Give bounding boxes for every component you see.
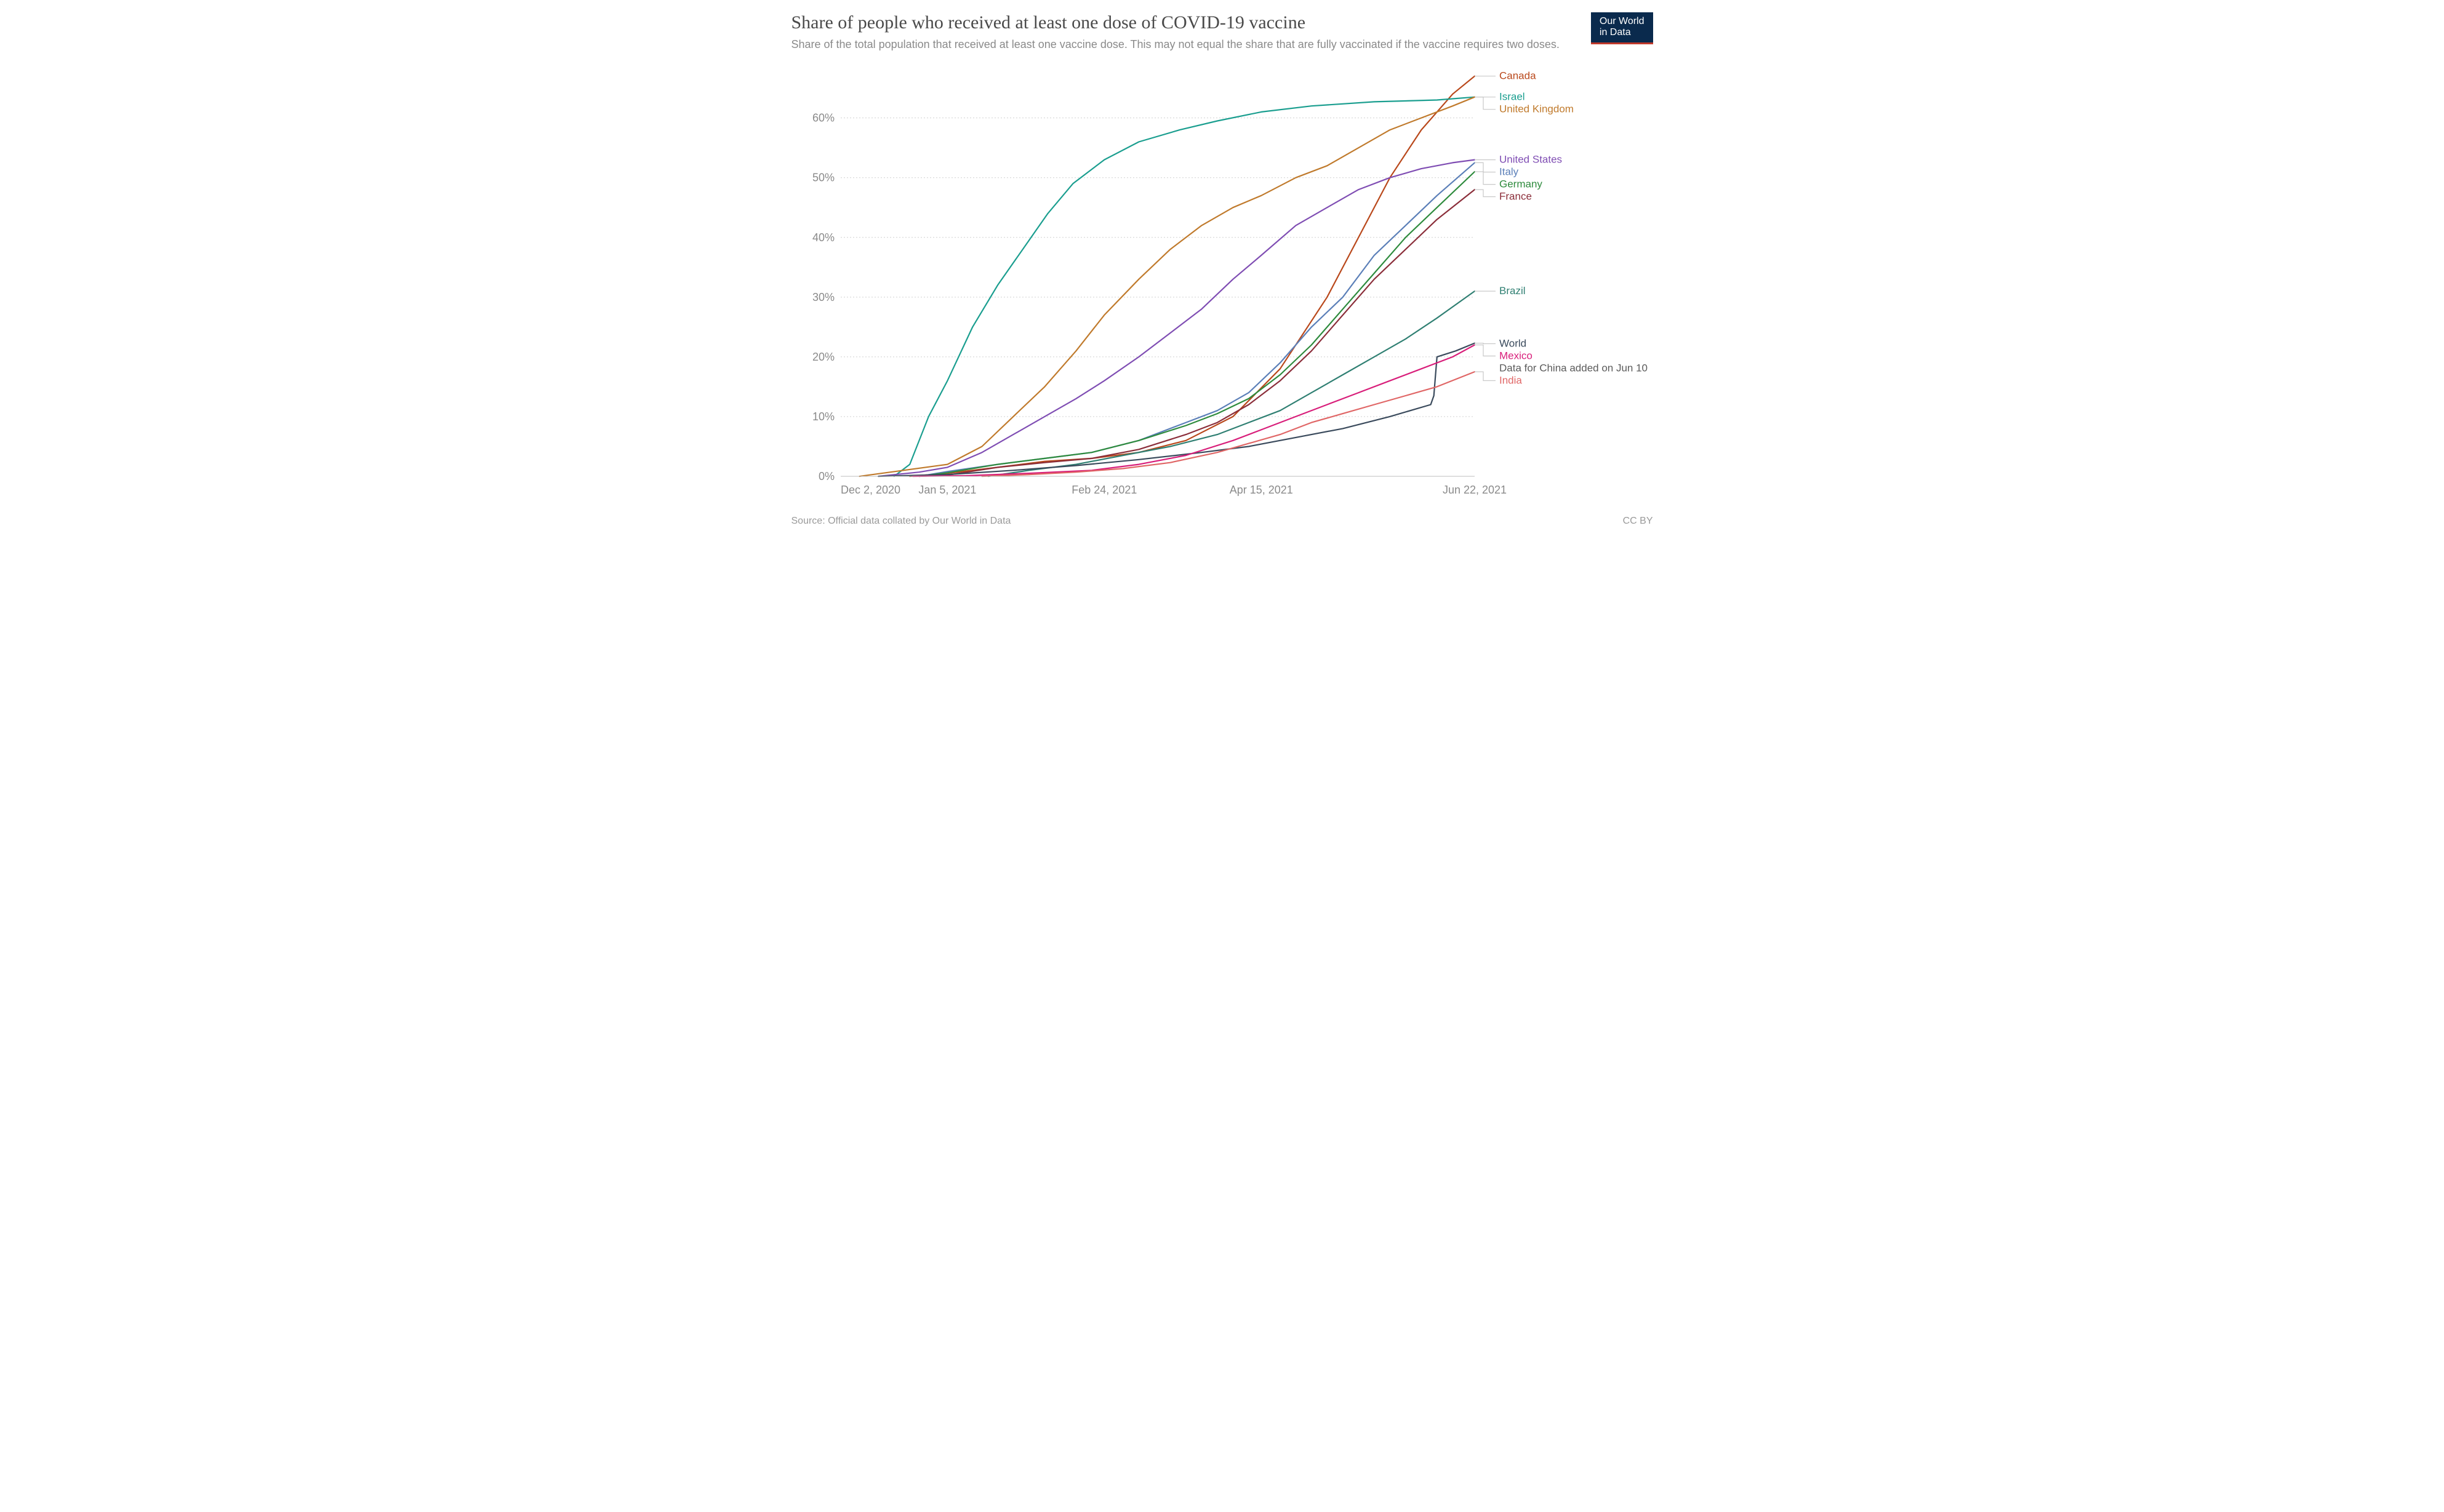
chart-footer: Source: Official data collated by Our Wo… bbox=[791, 516, 1653, 527]
x-tick-label: Apr 15, 2021 bbox=[1229, 484, 1292, 496]
series-label: Germany bbox=[1499, 178, 1542, 190]
chart-area: 0% 10% 20% 30% 40% 50% 60% Dec 2, 2020 Jan 5, 20… bbox=[791, 64, 1653, 507]
label-leader bbox=[1475, 172, 1496, 185]
y-tick-label: 30% bbox=[812, 291, 834, 303]
chart-subtitle: Share of the total population that recei… bbox=[791, 38, 1567, 52]
series-line-world bbox=[878, 343, 1475, 476]
y-tick-label: 20% bbox=[812, 351, 834, 363]
series-line-france bbox=[919, 190, 1475, 476]
chart-card: Share of people who received at least on… bbox=[773, 0, 1672, 542]
x-tick-label: Feb 24, 2021 bbox=[1072, 484, 1137, 496]
line-chart: 0% 10% 20% 30% 40% 50% 60% Dec 2, 2020 Jan 5, 20… bbox=[791, 64, 1653, 507]
series-label: Brazil bbox=[1499, 285, 1526, 297]
series-line-italy bbox=[919, 162, 1475, 476]
y-tick-label: 10% bbox=[812, 410, 834, 423]
x-tick-label: Dec 2, 2020 bbox=[841, 484, 900, 496]
owid-logo: Our World in Data bbox=[1591, 12, 1653, 44]
series-label: United States bbox=[1499, 153, 1562, 165]
owid-logo-line1: Our World bbox=[1600, 16, 1645, 27]
license-text: CC BY bbox=[1623, 516, 1653, 527]
series-label: World bbox=[1499, 337, 1526, 349]
source-text: Source: Official data collated by Our Wo… bbox=[791, 516, 1011, 527]
series-label: France bbox=[1499, 190, 1532, 202]
chart-header: Share of people who received at least on… bbox=[791, 12, 1653, 52]
y-tick-label: 0% bbox=[818, 470, 834, 482]
series-label: Canada bbox=[1499, 70, 1536, 82]
y-tick-label: 50% bbox=[812, 172, 834, 184]
chart-title: Share of people who received at least on… bbox=[791, 12, 1567, 34]
series-label-note: Data for China added on Jun 10 bbox=[1499, 362, 1648, 374]
series-line-united-kingdom bbox=[859, 97, 1474, 476]
series-label: United Kingdom bbox=[1499, 103, 1574, 115]
x-tick-label: Jan 5, 2021 bbox=[918, 484, 976, 496]
x-tick-label: Jun 22, 2021 bbox=[1442, 484, 1506, 496]
series-label: Israel bbox=[1499, 91, 1525, 103]
label-leader bbox=[1475, 345, 1496, 356]
label-leader bbox=[1475, 190, 1496, 197]
label-leader bbox=[1475, 372, 1496, 380]
label-leader bbox=[1475, 97, 1496, 110]
series-label: Italy bbox=[1499, 166, 1519, 177]
series-label: Mexico bbox=[1499, 350, 1533, 361]
series-line-mexico bbox=[913, 345, 1475, 476]
label-leader bbox=[1475, 162, 1496, 172]
y-tick-label: 40% bbox=[812, 231, 834, 244]
series-label: India bbox=[1499, 374, 1522, 386]
owid-logo-line2: in Data bbox=[1600, 27, 1645, 38]
y-tick-label: 60% bbox=[812, 112, 834, 124]
series-line-israel bbox=[894, 97, 1474, 476]
